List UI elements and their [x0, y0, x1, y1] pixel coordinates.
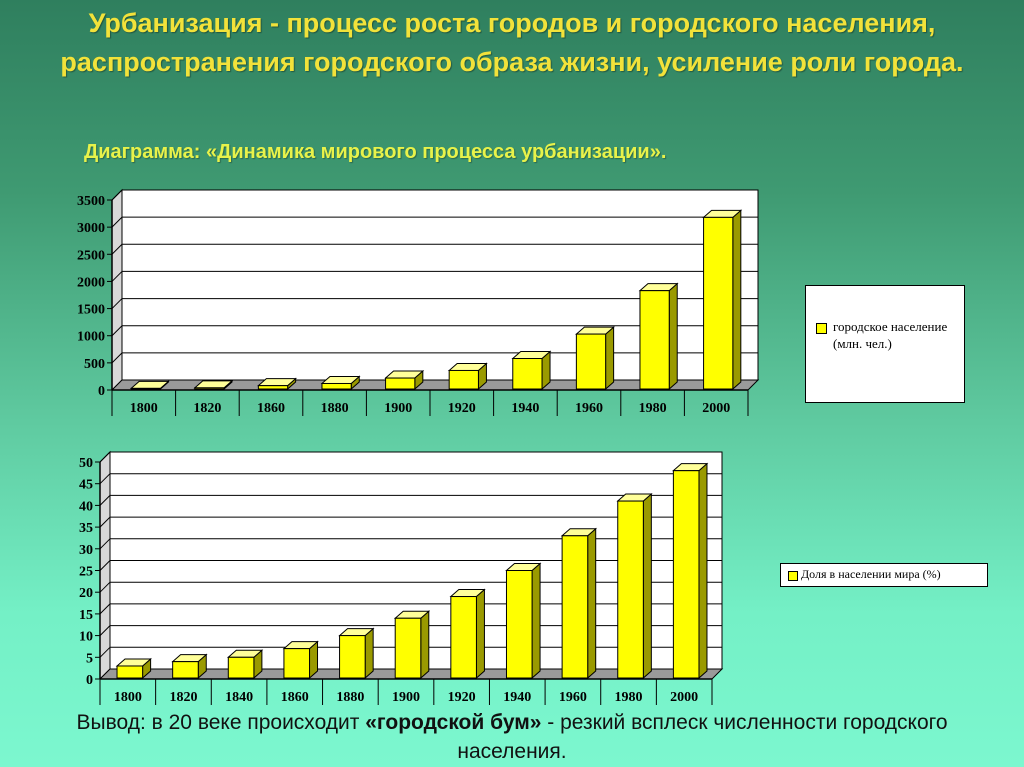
bar-1960 [575, 333, 607, 390]
bar-side-2000 [698, 462, 708, 680]
y-tick-label: 500 [84, 357, 105, 372]
bar-side-1880 [364, 627, 374, 680]
x-tick-label: 1940 [511, 401, 539, 416]
x-tick-label: 1800 [130, 401, 158, 416]
x-tick-label: 1900 [392, 690, 420, 705]
y-tick-label: 10 [79, 630, 93, 645]
bar-1820 [194, 387, 225, 390]
y-tick-label: 40 [79, 499, 93, 514]
y-tick-label: 35 [79, 521, 93, 536]
y-tick-label: 3500 [77, 194, 105, 209]
gridline [99, 646, 111, 658]
gridline [99, 538, 111, 550]
x-tick-label: 1980 [639, 401, 667, 416]
gridline [111, 189, 123, 201]
y-tick-label: 20 [79, 586, 93, 601]
x-tick-label: 1960 [559, 690, 587, 705]
legend-swatch [816, 323, 827, 334]
gridline [99, 473, 111, 485]
bar-1940 [505, 570, 533, 679]
legend-swatch [788, 571, 798, 581]
bar-1900 [394, 617, 422, 679]
x-tick-label: 1940 [503, 690, 531, 705]
gridline [111, 243, 123, 255]
conclusion-highlight: «городской бум» [365, 711, 542, 734]
bar-1880 [339, 635, 366, 679]
y-tick-label: 2500 [77, 248, 105, 263]
gridline [99, 451, 111, 463]
conclusion-prefix: Вывод: в 20 веке происходит [76, 711, 366, 734]
bar-1800 [130, 387, 161, 390]
y-tick-label: 3000 [77, 221, 105, 236]
gridline [99, 516, 111, 528]
bar-1980 [639, 290, 670, 390]
x-tick-label: 1920 [448, 690, 476, 705]
bar-1820 [172, 661, 199, 679]
x-tick-label: 1820 [193, 401, 221, 416]
gridline [111, 352, 123, 364]
x-tick-label: 1880 [336, 690, 364, 705]
conclusion-suffix: - резкий всплеск численности городского … [457, 711, 948, 763]
x-tick-label: 1880 [321, 401, 349, 416]
y-tick-label: 30 [79, 543, 93, 558]
bar-1960 [561, 535, 589, 679]
bar-1860 [283, 648, 311, 679]
bar-1940 [512, 358, 543, 390]
diagram-subtitle: Диаграмма: «Динамика мирового процесса у… [84, 141, 667, 163]
y-tick-label: 0 [86, 673, 93, 688]
gridline [99, 495, 111, 506]
x-tick-label: 1820 [169, 690, 197, 705]
bar-1800 [116, 665, 144, 679]
y-tick-label: 1500 [77, 303, 105, 318]
x-tick-label: 2000 [702, 401, 730, 416]
gridline [99, 560, 111, 571]
chart1-legend: городское население (млн. чел.) [805, 285, 965, 403]
bar-1920 [450, 596, 477, 679]
y-tick-label: 15 [79, 608, 93, 623]
bar-side-1980 [642, 492, 652, 680]
bar-1840 [227, 656, 255, 679]
chart2-legend: Доля в населении мира (%) [780, 563, 988, 587]
bar-side-1920 [475, 588, 485, 680]
x-tick-label: 1860 [281, 690, 309, 705]
bar-side-1940 [531, 562, 541, 680]
y-tick-label: 25 [79, 565, 93, 580]
bar-1880 [321, 382, 352, 390]
x-tick-label: 1860 [257, 401, 285, 416]
y-tick-label: 45 [79, 478, 93, 493]
gridline [99, 581, 111, 593]
gridline [111, 298, 123, 309]
bar-1860 [257, 385, 289, 390]
gridline [99, 603, 111, 615]
x-tick-label: 1980 [615, 690, 643, 705]
y-tick-label: 5 [86, 651, 93, 666]
chart1-legend-label: городское население (млн. чел.) [833, 319, 948, 351]
x-tick-label: 1840 [225, 690, 253, 705]
x-tick-label: 1960 [575, 401, 603, 416]
x-tick-label: 1800 [114, 690, 142, 705]
y-tick-label: 2000 [77, 275, 105, 290]
bar-2000 [672, 470, 700, 679]
bar-side-1900 [420, 610, 430, 680]
gridline [111, 216, 123, 228]
y-tick-label: 0 [98, 384, 105, 399]
x-tick-label: 2000 [670, 690, 698, 705]
bar-1980 [617, 500, 644, 679]
y-tick-label: 50 [79, 456, 93, 471]
conclusion-text: Вывод: в 20 веке происходит «городской б… [30, 708, 994, 766]
bar-1920 [448, 369, 479, 390]
page-title: Урбанизация - процесс роста городов и го… [60, 8, 964, 77]
y-tick-label: 1000 [77, 330, 105, 345]
bar-side-1960 [587, 527, 597, 680]
x-tick-label: 1920 [448, 401, 476, 416]
bar-2000 [703, 216, 734, 390]
chart2-legend-label: Доля в населении мира (%) [801, 567, 941, 581]
gridline [99, 625, 111, 636]
gridline [111, 271, 123, 282]
x-tick-label: 1900 [384, 401, 412, 416]
bar-1900 [385, 377, 416, 390]
gridline [111, 325, 123, 337]
